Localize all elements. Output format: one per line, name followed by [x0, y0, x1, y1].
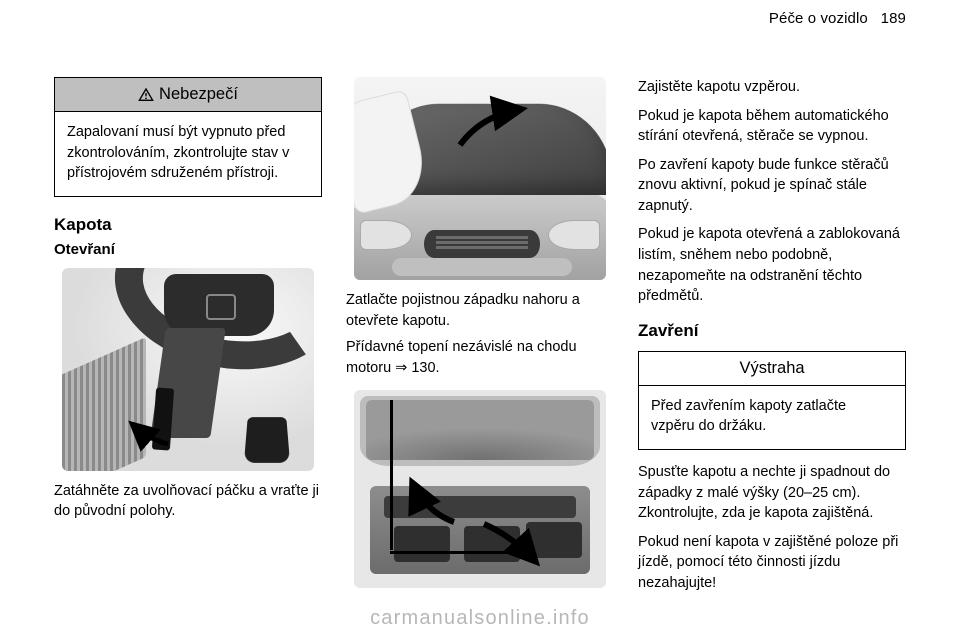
- open-heading: Otevřaní: [54, 241, 322, 258]
- hood-heading: Kapota: [54, 215, 322, 235]
- watermark-footer: carmanualsonline.info: [0, 607, 960, 630]
- wiper-note-1: Pokud je kapota během automatického stír…: [638, 106, 906, 147]
- figure-prop-rod: [354, 390, 606, 588]
- danger-box-body: Zapalovaní musí být vypnuto před zkontro…: [54, 112, 322, 197]
- arrow-icon: [452, 103, 532, 153]
- figure-release-lever: [62, 268, 314, 471]
- arrow-icon: [404, 472, 464, 532]
- push-catch-text: Zatlačte pojistnou západku nahoru a otev…: [346, 290, 614, 331]
- leaves-note: Pokud je kapota otevřená a zablokovaná l…: [638, 224, 906, 306]
- page-body: Nebezpečí Zapalovaní musí být vypnuto př…: [0, 0, 960, 597]
- figure-lift-hood: [354, 77, 606, 280]
- close-body-text: Spusťte kapotu a nechte ji spadnout do z…: [638, 462, 906, 524]
- danger-title: Nebezpečí: [159, 85, 238, 104]
- close-heading: Zavření: [638, 321, 906, 341]
- danger-text: Zapalovaní musí být vypnuto před zkontro…: [67, 124, 289, 181]
- arrow-icon: [478, 518, 548, 568]
- column-3: Zajistěte kapotu vzpěrou. Pokud je kapot…: [638, 34, 906, 597]
- caution-title: Výstraha: [739, 359, 804, 377]
- heater-note: Přídavné topení nezávislé na chodu motor…: [346, 337, 614, 378]
- prop-rod-text: Zajistěte kapotu vzpěrou.: [638, 77, 906, 98]
- arrow-icon: [122, 414, 174, 450]
- danger-box-header: Nebezpečí: [54, 77, 322, 112]
- caution-box-body: Před zavřením kapoty zatlačte vzpěru do …: [638, 386, 906, 450]
- caution-box-header: Výstraha: [638, 351, 906, 386]
- pull-lever-text: Zatáhněte za uvolňovací páčku a vraťte j…: [54, 481, 322, 522]
- column-1: Nebezpečí Zapalovaní musí být vypnuto př…: [54, 34, 322, 597]
- caution-text: Před zavřením kapoty zatlačte vzpěru do …: [651, 398, 846, 435]
- column-2: Zatlačte pojistnou západku nahoru a otev…: [346, 34, 614, 597]
- warning-triangle-icon: [138, 87, 154, 103]
- drive-warn-text: Pokud není kapota v zajištěné poloze při…: [638, 532, 906, 594]
- wiper-note-2: Po zavření kapoty bude funkce stěračů zn…: [638, 155, 906, 217]
